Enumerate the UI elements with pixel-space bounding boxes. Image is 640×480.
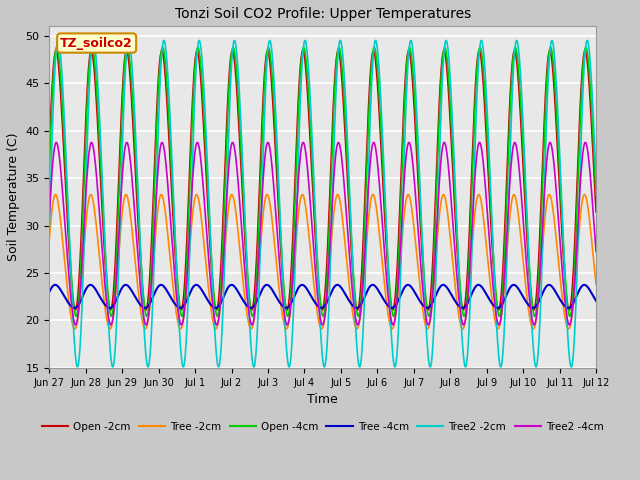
Line: Tree2 -2cm: Tree2 -2cm	[49, 40, 596, 367]
Open -4cm	[204, 180, 211, 185]
Tree -4cm	[253, 298, 261, 304]
Tree2 -4cm	[460, 322, 467, 328]
Tree -2cm	[204, 276, 211, 281]
Tree2 -4cm	[248, 322, 256, 328]
Open -2cm	[144, 298, 152, 304]
Tree2 -2cm	[154, 139, 162, 144]
Tree -4cm	[520, 295, 528, 301]
Open -2cm	[88, 48, 95, 54]
Title: Tonzi Soil CO2 Profile: Upper Temperatures: Tonzi Soil CO2 Profile: Upper Temperatur…	[175, 7, 471, 21]
Tree -2cm	[154, 204, 162, 210]
Open -4cm	[143, 312, 151, 318]
Tree2 -2cm	[520, 150, 528, 156]
Tree2 -4cm	[154, 169, 162, 175]
Tree -2cm	[253, 288, 261, 293]
Open -2cm	[592, 209, 600, 215]
Tree -4cm	[545, 282, 553, 288]
Open -4cm	[159, 45, 166, 50]
Tree -4cm	[204, 296, 211, 302]
Tree -4cm	[460, 305, 467, 311]
Tree2 -2cm	[321, 364, 328, 370]
Tree2 -4cm	[253, 282, 261, 288]
Open -4cm	[460, 312, 467, 318]
Y-axis label: Soil Temperature (C): Soil Temperature (C)	[7, 133, 20, 261]
Tree -2cm	[144, 319, 152, 324]
Tree -4cm	[45, 289, 53, 295]
Open -2cm	[45, 146, 53, 152]
Tree -2cm	[45, 236, 53, 242]
Open -2cm	[154, 79, 162, 85]
Open -4cm	[154, 99, 162, 105]
Tree2 -2cm	[253, 339, 260, 345]
Tree2 -4cm	[476, 140, 483, 145]
Text: TZ_soilco2: TZ_soilco2	[60, 36, 133, 49]
Tree2 -4cm	[520, 233, 528, 239]
Tree2 -2cm	[45, 225, 53, 231]
Tree2 -4cm	[143, 319, 151, 325]
Open -4cm	[45, 166, 53, 171]
Open -4cm	[520, 162, 528, 168]
Open -4cm	[531, 313, 538, 319]
Open -2cm	[520, 187, 528, 193]
Line: Open -4cm: Open -4cm	[49, 48, 596, 316]
Open -2cm	[204, 197, 211, 203]
Tree -4cm	[143, 304, 151, 310]
Tree -2cm	[404, 192, 412, 197]
Tree -4cm	[212, 305, 220, 311]
Line: Tree -2cm: Tree -2cm	[49, 194, 596, 329]
Open -4cm	[592, 192, 600, 198]
Open -2cm	[460, 307, 468, 312]
Tree -2cm	[106, 326, 114, 332]
Tree2 -4cm	[204, 235, 211, 241]
Tree2 -2cm	[592, 177, 600, 182]
Tree -2cm	[520, 271, 528, 276]
Tree2 -2cm	[143, 363, 151, 369]
Tree -2cm	[592, 282, 600, 288]
Tree2 -4cm	[592, 249, 600, 254]
X-axis label: Time: Time	[307, 393, 338, 406]
Line: Tree -4cm: Tree -4cm	[49, 285, 596, 308]
Legend: Open -2cm, Tree -2cm, Open -4cm, Tree -4cm, Tree2 -2cm, Tree2 -4cm: Open -2cm, Tree -2cm, Open -4cm, Tree -4…	[38, 418, 608, 436]
Tree -4cm	[154, 284, 162, 290]
Tree -2cm	[460, 325, 468, 331]
Open -4cm	[253, 264, 261, 270]
Tree2 -4cm	[45, 213, 53, 218]
Line: Open -2cm: Open -2cm	[49, 51, 596, 310]
Line: Tree2 -4cm: Tree2 -4cm	[49, 143, 596, 325]
Tree2 -2cm	[460, 352, 467, 358]
Tree -4cm	[592, 298, 600, 304]
Tree2 -2cm	[513, 37, 520, 43]
Tree2 -2cm	[204, 153, 211, 159]
Open -2cm	[253, 244, 261, 250]
Open -2cm	[389, 307, 397, 313]
